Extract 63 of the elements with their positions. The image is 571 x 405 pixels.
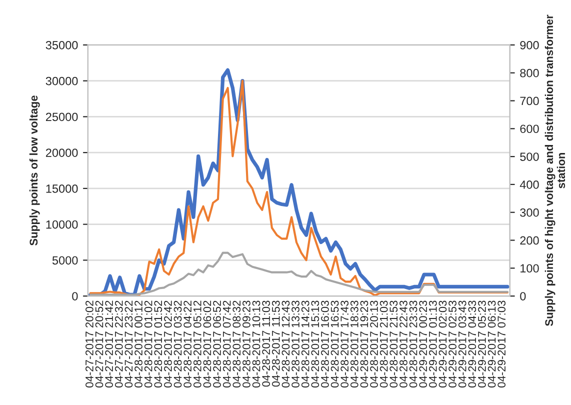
x-tick-label: 04-28-2017 11:53 [272, 300, 280, 387]
x-tick-label: 04-28-2017 03:32 [174, 300, 182, 388]
x-tick-label: 04-28-2017 08:32 [232, 300, 241, 388]
x-tick-label: 04-29-2017 02:03 [438, 300, 447, 388]
x-tick-label: 04-28-2017 07:42 [222, 300, 231, 388]
y2-tick-label: 400 [520, 180, 539, 189]
x-tick-label: 04-28-2017 06:02 [203, 300, 212, 388]
y2-tick-label: 200 [520, 236, 539, 245]
x-tick-label: 04-28-2017 14:23 [301, 300, 310, 388]
x-tick-label: 04-29-2017 03:43 [458, 300, 466, 388]
x-tick-label: 04-28-2017 12:43 [282, 300, 290, 388]
y2-tick-label: 300 [520, 208, 539, 217]
x-tick-label: 04-29-2017 06:13 [488, 300, 496, 388]
x-tick-label: 04-28-2017 15:13 [311, 300, 320, 388]
x-tick-label: 04-28-2017 22:43 [400, 300, 408, 388]
x-tick-label: 04-28-2017 01:52 [154, 300, 162, 388]
y-axis-title: Supply points of low voltage [29, 96, 40, 246]
x-tick-label: 04-28-2017 05:12 [193, 300, 202, 388]
y-tick-label: 25000 [46, 112, 78, 122]
y2-tick-label: 600 [520, 124, 539, 134]
x-tick-label: 04-28-2017 20:13 [370, 300, 378, 388]
x-tick-label: 04-29-2017 07:03 [498, 300, 506, 388]
y-tick-label: 5000 [52, 256, 78, 265]
y-tick-label: 30000 [46, 76, 78, 86]
y-tick-label: 0 [72, 292, 78, 300]
x-tick-label: 04-28-2017 11:03 [262, 300, 270, 387]
y2-tick-label: 800 [520, 68, 539, 78]
x-tick-label: 04-28-2017 19:23 [360, 300, 368, 388]
y2-tick-label: 0 [520, 292, 526, 300]
y2-tick-label: 700 [520, 96, 539, 106]
x-tick-label: 04-28-2017 00:12 [134, 300, 142, 388]
y2-tick-label: 900 [520, 40, 539, 50]
x-tick-label: 04-29-2017 02:53 [448, 300, 456, 388]
x-tick-label: 04-29-2017 00:23 [419, 300, 428, 388]
x-tick-label: 04-28-2017 02:42 [164, 300, 172, 388]
x-tick-label: 04-28-2017 16:53 [330, 300, 339, 388]
x-tick-label: 04-27-2017 20:02 [86, 300, 94, 388]
x-tick-label: 04-28-2017 21:03 [380, 300, 388, 388]
x-tick-label: 04-29-2017 01:13 [428, 300, 437, 388]
y-tick-label: 20000 [46, 148, 78, 157]
x-tick-label: 04-27-2017 22:32 [114, 300, 123, 388]
x-tick-label: 04-29-2017 05:23 [478, 300, 486, 388]
x-tick-label: 04-28-2017 13:33 [292, 300, 300, 388]
y2-axis-title: Supply points of hight voltage and distribution transformer station [544, 14, 566, 326]
y-tick-label: 35000 [46, 40, 78, 50]
x-tick-label: 04-28-2017 10:13 [252, 300, 260, 388]
x-tick-label: 04-27-2017 23:22 [124, 300, 133, 388]
x-tick-label: 04-27-2017 21:42 [105, 300, 113, 388]
x-tick-label: 04-28-2017 06:52 [213, 300, 221, 388]
x-tick-label: 04-28-2017 16:03 [321, 300, 329, 388]
y2-tick-label: 500 [520, 152, 539, 161]
y2-tick-label: 100 [520, 264, 539, 273]
y-tick-label: 15000 [46, 184, 78, 193]
x-tick-label: 04-28-2017 17:43 [340, 300, 349, 388]
x-tick-label: 04-28-2017 04:22 [184, 300, 192, 388]
x-tick-label: 04-27-2017 20:52 [95, 300, 104, 388]
x-tick-label: 04-28-2017 09:23 [242, 300, 250, 388]
x-tick-label: 04-28-2017 23:33 [409, 300, 418, 388]
y-tick-label: 10000 [46, 220, 78, 229]
x-tick-label: 04-29-2017 04:33 [468, 300, 476, 388]
x-tick-label: 04-28-2017 18:33 [350, 300, 358, 388]
x-tick-label: 04-28-2017 01:02 [144, 300, 152, 388]
x-tick-label: 04-28-2017 21:53 [390, 300, 398, 388]
